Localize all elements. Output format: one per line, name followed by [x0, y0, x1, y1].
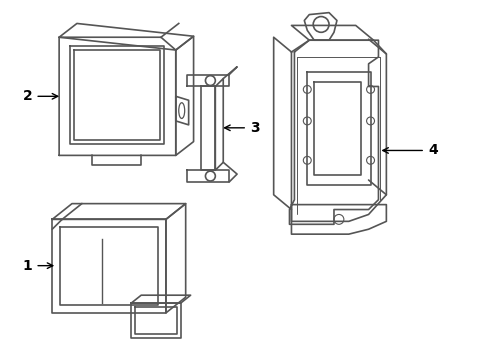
Text: 4: 4: [382, 144, 437, 157]
Text: 1: 1: [22, 258, 53, 273]
Text: 2: 2: [22, 89, 58, 103]
Text: 3: 3: [224, 121, 259, 135]
